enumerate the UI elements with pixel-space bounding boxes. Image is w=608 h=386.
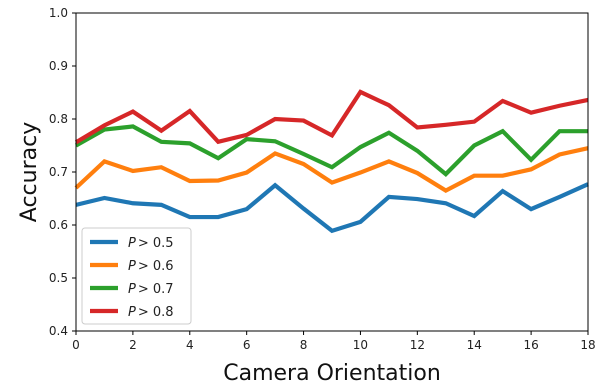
series-line-2 [74, 146, 589, 193]
legend-box [81, 227, 192, 325]
y-axis-title: Accuracy [17, 122, 42, 222]
y-tick-label: 0.6 [49, 218, 68, 232]
series-line-4 [74, 89, 589, 145]
legend-label-2: P > 0.6 [128, 259, 174, 274]
y-tick-label: 0.7 [49, 165, 68, 179]
legend-label-4: P > 0.8 [128, 305, 174, 320]
y-tick-label: 0.4 [49, 324, 68, 338]
axes-layer: 0 2 4 6 8 10 12 14 16 18 0.4 0.5 0.6 0.7 0.8 0.9 1.0 [49, 6, 596, 352]
x-tick-label: 12 [410, 338, 425, 352]
x-tick-label: 14 [467, 338, 482, 352]
x-tick-label: 0 [72, 338, 80, 352]
x-tick-label: 2 [129, 338, 137, 352]
series-line-1 [75, 182, 589, 234]
y-tick-label: 1.0 [49, 6, 68, 20]
x-tick-label: 4 [186, 338, 194, 352]
x-tick-label: 18 [580, 338, 595, 352]
legend: P > 0.5 P > 0.6 P > 0.7 P > 0.8 [81, 227, 192, 325]
x-tick-label: 8 [300, 338, 308, 352]
series-layer [74, 89, 589, 234]
series-line-3 [74, 124, 588, 177]
y-tick-label: 0.8 [49, 112, 68, 126]
x-tick-label: 10 [353, 338, 368, 352]
y-tick-label: 0.9 [49, 59, 68, 73]
x-tick-label: 6 [243, 338, 251, 352]
legend-label-3: P > 0.7 [128, 282, 174, 297]
legend-label-1: P > 0.5 [128, 236, 174, 251]
x-tick-label: 16 [523, 338, 538, 352]
y-tick-label: 0.5 [49, 271, 68, 285]
x-axis-title: Camera Orientation [223, 361, 441, 386]
